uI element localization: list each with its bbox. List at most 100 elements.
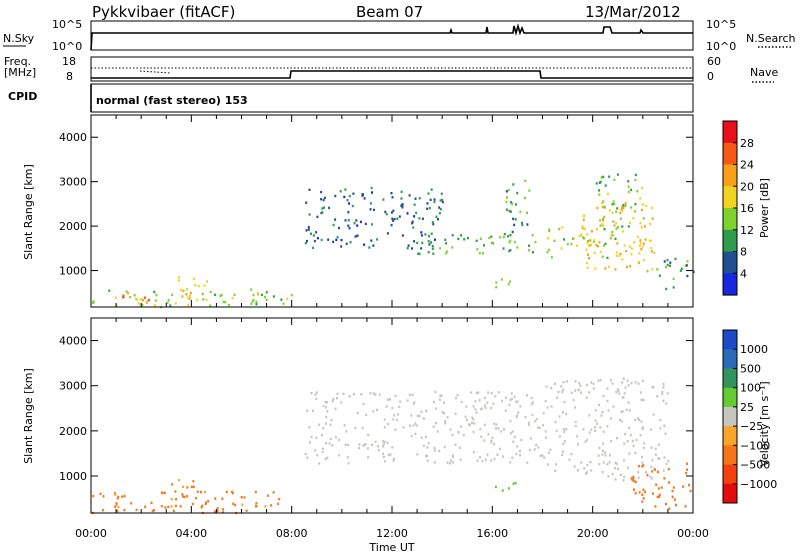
y-tick-label: 2000 (59, 425, 87, 438)
data-cell (511, 430, 514, 433)
data-cell (396, 413, 399, 416)
data-cell (566, 380, 569, 383)
data-cell (472, 405, 475, 408)
data-cell (429, 198, 432, 201)
data-cell (641, 500, 644, 503)
data-cell (437, 218, 439, 221)
data-cell (570, 391, 573, 394)
data-cell (686, 274, 689, 278)
data-cell (548, 248, 551, 252)
data-cell (671, 495, 674, 498)
data-cell (488, 236, 491, 240)
data-cell (526, 223, 529, 226)
data-cell (133, 294, 136, 297)
freq-tick-top: 18 (62, 55, 76, 68)
colorbar-swatch (723, 464, 737, 485)
colorbar-tick-label: 24 (740, 159, 754, 172)
data-cell (413, 203, 416, 206)
data-cell (577, 469, 579, 472)
data-cell (550, 386, 553, 390)
data-cell (633, 241, 636, 244)
data-cell (394, 394, 397, 397)
data-cell (624, 386, 627, 389)
data-cell (348, 194, 351, 198)
data-cell (197, 284, 200, 288)
data-cell (614, 478, 617, 481)
data-cell (641, 208, 643, 212)
data-cell (580, 461, 583, 464)
data-cell (373, 208, 375, 212)
data-cell (189, 291, 192, 295)
data-cell (615, 221, 618, 225)
data-cell (538, 426, 541, 430)
colorbar-tick-label: −25 (740, 420, 763, 433)
data-cell (490, 391, 493, 395)
data-cell (401, 203, 404, 206)
data-cell (594, 267, 597, 270)
data-cell (651, 459, 654, 462)
data-cell (427, 240, 430, 243)
data-cell (220, 293, 223, 297)
data-cell (326, 456, 329, 459)
data-cell (371, 443, 373, 446)
data-cell (588, 431, 591, 434)
data-cell (348, 227, 351, 230)
colorbar-tick-label: 16 (740, 202, 754, 215)
data-cell (598, 193, 601, 196)
data-cell (458, 446, 461, 449)
data-cell (390, 192, 393, 195)
data-cell (627, 180, 630, 183)
data-cell (545, 385, 548, 388)
data-cell (382, 443, 385, 446)
data-cell (588, 391, 591, 394)
data-cell (553, 239, 556, 242)
data-cell (329, 437, 332, 441)
data-cell (441, 200, 444, 204)
data-cell (654, 453, 657, 456)
data-cell (606, 463, 609, 466)
data-cell (414, 432, 417, 436)
data-cell (174, 504, 177, 508)
data-cell (590, 243, 593, 246)
data-cell (578, 234, 581, 238)
freq-unit-label: [MHz] (4, 66, 36, 79)
data-cell (418, 252, 421, 256)
y-tick-label: 4000 (59, 131, 87, 144)
data-cell (610, 439, 612, 443)
data-cell (637, 465, 640, 468)
colorbar-swatch (723, 229, 737, 253)
data-cell (310, 435, 313, 439)
data-cell (604, 454, 607, 457)
data-cell (188, 294, 191, 297)
data-cell (343, 424, 346, 427)
data-cell (330, 419, 333, 422)
data-cell (432, 252, 435, 255)
data-cell (509, 461, 512, 464)
data-cell (480, 435, 483, 438)
data-cell (642, 488, 645, 491)
data-cell (227, 303, 230, 307)
data-cell (216, 507, 219, 510)
data-cell (177, 279, 180, 282)
data-cell (626, 440, 629, 443)
data-cell (136, 298, 139, 301)
data-cell (528, 423, 530, 426)
data-cell (589, 460, 592, 464)
data-cell (322, 404, 325, 408)
data-cell (214, 510, 216, 513)
data-cell (495, 286, 498, 289)
data-cell (490, 439, 493, 443)
data-cell (503, 232, 506, 236)
data-cell (443, 401, 445, 404)
data-cell (113, 492, 116, 495)
data-cell (92, 494, 95, 498)
data-cell (451, 455, 454, 459)
data-cell (420, 410, 423, 413)
data-cell (340, 245, 343, 248)
data-cell (473, 422, 476, 425)
data-cell (321, 450, 324, 454)
data-cell (636, 190, 639, 193)
velocity-colorbar: 1000 500 100 25 −25 −100 −500 −1000 (722, 329, 777, 504)
data-cell (267, 494, 270, 497)
data-cell (600, 414, 603, 417)
